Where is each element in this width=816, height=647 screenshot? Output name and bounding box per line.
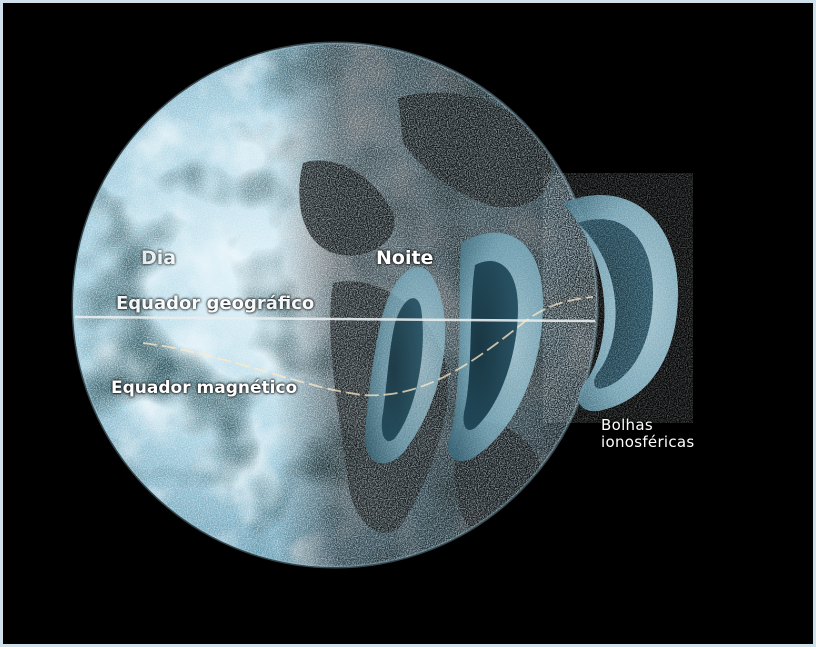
geographic-equator-line — [74, 315, 596, 323]
ionospheric-bubbles-illustration — [71, 41, 693, 569]
night-label: Noite — [376, 247, 434, 269]
ionospheric-bubbles-label: Bolhas ionosféricas — [601, 416, 695, 451]
ionospheric-bubble — [364, 267, 446, 464]
ionospheric-bubble — [543, 173, 693, 423]
magnetic-equator-line — [142, 296, 594, 397]
ionospheric-bubble — [448, 232, 543, 462]
magnetic-equator-label: Equador magnético — [111, 378, 298, 398]
day-label: Dia — [141, 247, 177, 269]
geographic-equator-label: Equador geográfico — [116, 293, 315, 314]
ionospheric-bubbles — [364, 173, 693, 464]
